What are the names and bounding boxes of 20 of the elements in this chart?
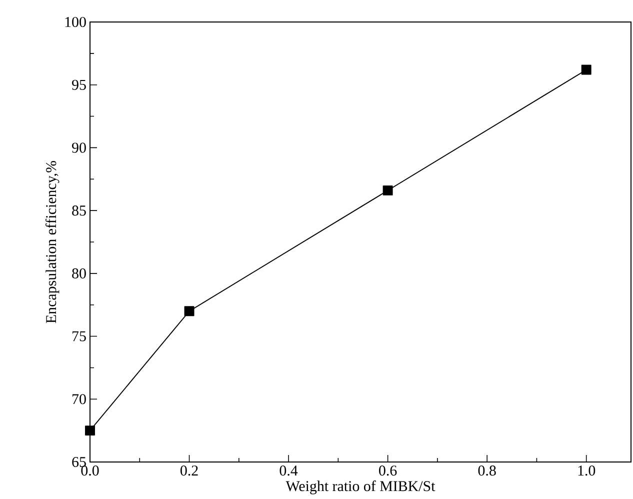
y-tick-label: 95 bbox=[72, 80, 86, 90]
point bbox=[382, 185, 393, 196]
x-tick-label: 0.2 bbox=[180, 466, 198, 476]
point bbox=[85, 426, 95, 436]
x-tick-label: 1.0 bbox=[578, 466, 596, 476]
y-tick-label: 70 bbox=[72, 394, 86, 404]
y-tick-label: 65 bbox=[72, 456, 86, 468]
x-tick-label: 0.6 bbox=[379, 466, 397, 476]
y-tick-label: 100 bbox=[65, 16, 86, 28]
x-tick-label: 0.0 bbox=[81, 466, 99, 476]
y-tick-label: 90 bbox=[72, 142, 86, 153]
point bbox=[184, 306, 194, 316]
y-tick-label: 75 bbox=[72, 331, 86, 342]
x-tick-label: 0.8 bbox=[478, 466, 496, 476]
y-axis-title: Encapsulation efficiency,% bbox=[45, 160, 60, 324]
point bbox=[581, 64, 592, 75]
y-tick-label: 85 bbox=[72, 206, 86, 216]
x-tick-label: 0.4 bbox=[280, 466, 298, 476]
x-axis-title: Weight ratio of MIBK/St bbox=[286, 480, 436, 494]
y-tick-label: 80 bbox=[72, 268, 86, 278]
